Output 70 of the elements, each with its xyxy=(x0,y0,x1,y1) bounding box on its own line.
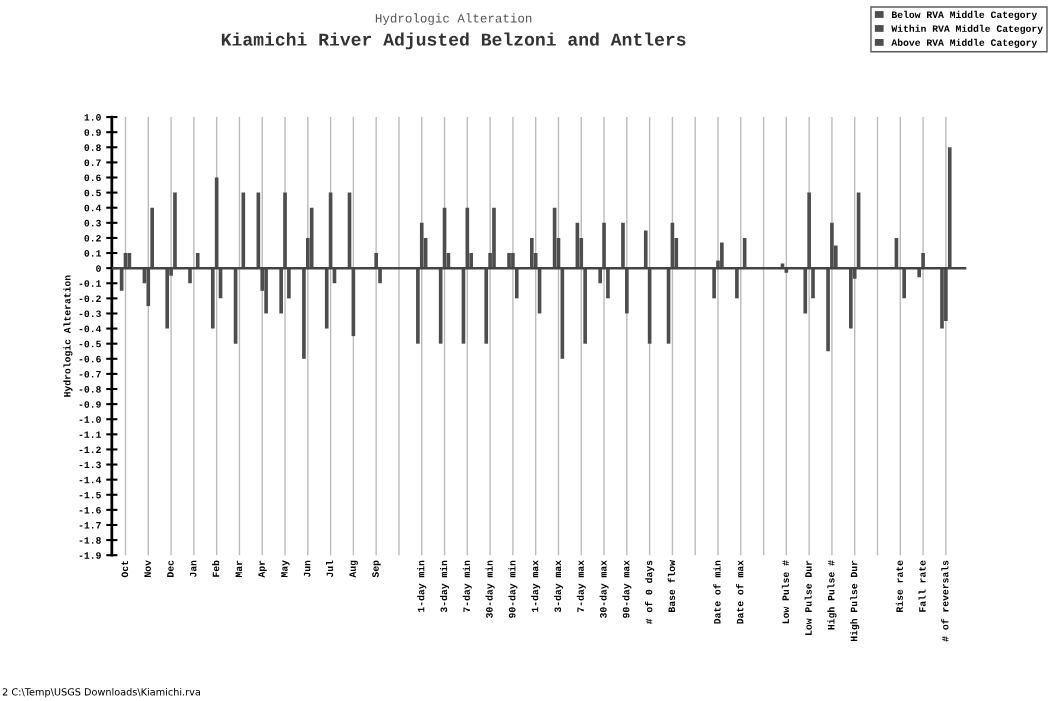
x-tick-label: 7-day max xyxy=(576,560,586,612)
x-tick-label: Date of min xyxy=(713,560,721,624)
chart-subtitle: Hydrologic Alteration xyxy=(375,13,532,26)
y-tick-label: -1.1 xyxy=(79,431,101,438)
y-tick-label: -1.5 xyxy=(79,491,101,499)
x-tick-label: Dec xyxy=(167,560,174,577)
x-tick-label: Nov xyxy=(144,560,151,577)
x-tick-label: 1-day min xyxy=(417,560,427,612)
y-tick-label: 0.4 xyxy=(84,204,102,212)
text: 2 C:\Temp\USGS Downloads\Kiamichi.rva xyxy=(2,688,200,698)
x-tick-label: # of 0 days xyxy=(645,560,655,624)
x-tick-label: 90-day max xyxy=(622,560,632,618)
x-tick-label: # of reversals xyxy=(941,560,949,642)
y-tick-label: -1.8 xyxy=(79,537,101,544)
x-tick-label: Rise rate xyxy=(895,560,903,612)
x-tick-label: Fall rate xyxy=(918,560,926,612)
y-tick-label: -1.2 xyxy=(79,446,101,453)
y-tick-label: 0.3 xyxy=(84,219,101,227)
y-tick-label: -0.1 xyxy=(79,280,101,287)
x-tick-label: High Pulse Dur xyxy=(850,560,860,642)
x-tick-label: High Pulse # xyxy=(827,560,837,630)
legend-label: Within RVA Middle Category xyxy=(891,24,1043,34)
x-tick-label: 90-day min xyxy=(508,560,518,618)
y-tick-label: 1.0 xyxy=(84,114,101,121)
x-tick-label: 7-day min xyxy=(462,560,472,612)
x-tick-label: Low Pulse # xyxy=(781,560,789,624)
x-tick-label: Jun xyxy=(303,560,311,578)
y-tick-label: 0.1 xyxy=(84,250,101,257)
x-tick-label: 3-day min xyxy=(440,560,450,613)
y-tick-label: -0.4 xyxy=(79,325,102,333)
y-tick-label: -1.4 xyxy=(79,476,102,484)
y-tick-label: -1.3 xyxy=(79,461,101,469)
y-tick-label: 0.9 xyxy=(84,129,101,136)
y-tick-label: -0.2 xyxy=(79,295,101,302)
y-tick-label: 0.5 xyxy=(84,189,101,197)
x-tick-label: Aug xyxy=(349,560,358,578)
x-tick-label: Jan xyxy=(189,560,197,578)
x-tick-label: Base flow xyxy=(667,560,676,612)
y-tick-label: -0.6 xyxy=(79,355,101,363)
x-tick-label: Low Pulse Dur xyxy=(804,560,812,635)
y-tick-label: -1.6 xyxy=(79,506,101,514)
y-tick-label: -0.9 xyxy=(79,401,101,408)
y-tick-label: -0.3 xyxy=(79,310,101,318)
x-tick-label: Mar xyxy=(235,560,243,578)
x-tick-label: Feb xyxy=(212,560,220,577)
x-tick-label: 30-day min xyxy=(485,560,495,618)
chart-title: Kiamichi River Adjusted Belzoni and Antlers xyxy=(221,32,686,50)
y-tick-label: 0 xyxy=(96,265,101,272)
y-tick-label: 0.8 xyxy=(84,144,101,151)
y-tick-label: 0.7 xyxy=(84,159,101,167)
y-tick-label: -0.5 xyxy=(79,340,101,348)
x-tick-label: May xyxy=(281,560,290,578)
x-tick-label: Jul xyxy=(326,560,334,578)
x-tick-label: 30-day max xyxy=(599,560,609,618)
legend-label: Below RVA Middle Category xyxy=(892,10,1038,20)
y-tick-label: -1.9 xyxy=(79,552,101,559)
x-tick-label: 3-day max xyxy=(553,560,564,613)
legend-label: Above RVA Middle Category xyxy=(891,38,1038,48)
x-tick-label: Oct xyxy=(121,560,129,578)
y-tick-label: -1.7 xyxy=(79,522,101,529)
y-tick-label: 0.6 xyxy=(84,174,101,182)
y-tick-label: -0.8 xyxy=(79,386,101,393)
x-tick-label: Sep xyxy=(372,560,381,578)
y-axis-title: Hydrologic Alteration xyxy=(63,275,73,397)
y-tick-label: 0.2 xyxy=(84,234,101,242)
x-tick-label: 1-day max xyxy=(531,560,541,612)
y-tick-label: -1.0 xyxy=(79,416,101,423)
y-tick-label: -0.7 xyxy=(79,370,101,378)
x-tick-label: Apr xyxy=(258,560,267,578)
x-tick-label: Date of max xyxy=(736,560,744,624)
